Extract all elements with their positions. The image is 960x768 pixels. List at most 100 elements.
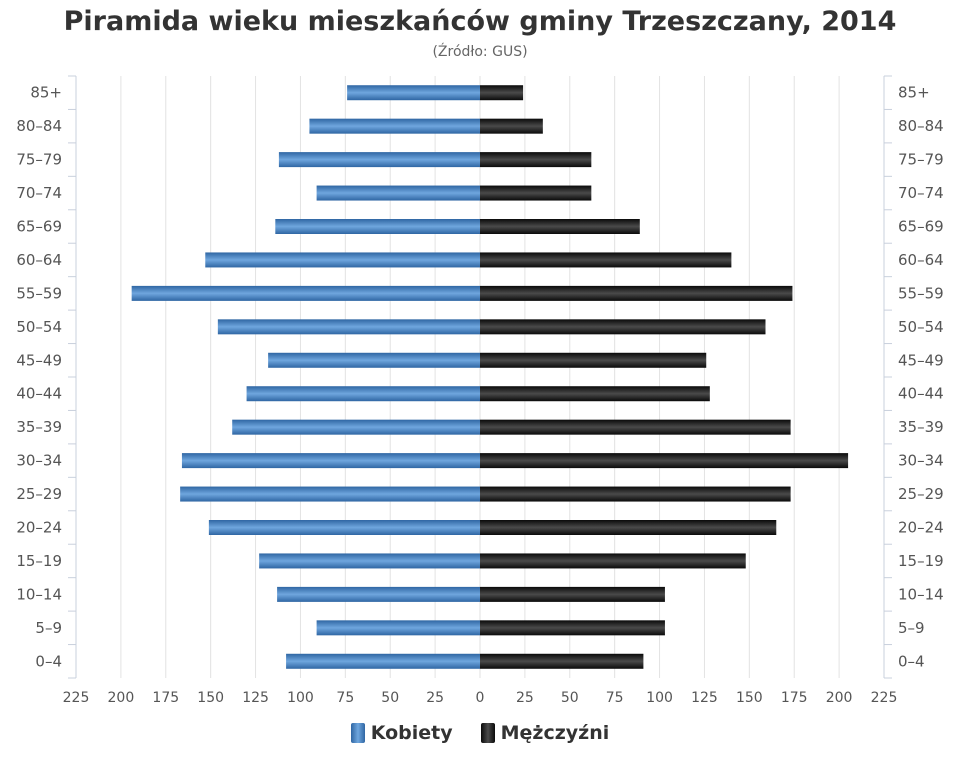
legend-label-men: Mężczyźni [500,722,610,744]
y-tick-label-right: 50–54 [898,318,944,336]
y-tick-label-right: 75–79 [898,151,944,169]
bar-women [286,653,480,669]
x-tick-label: 100 [287,690,314,706]
bar-men [480,352,707,368]
bar-women [277,586,480,602]
bar-women [180,486,481,502]
y-tick-label-right: 40–44 [898,385,944,403]
y-tick-label-right: 30–34 [898,452,944,470]
y-tick-label-left: 30–34 [16,452,62,470]
legend-item-women[interactable]: Kobiety [350,722,453,744]
bar-women [275,219,480,234]
bar-women [217,319,481,335]
y-tick-label-left: 5–9 [35,619,62,637]
bar-women [232,419,480,435]
y-tick-label-right: 5–9 [898,619,925,637]
x-tick-label: 125 [242,690,269,706]
bar-women [309,118,480,134]
y-tick-label-left: 45–49 [16,351,62,369]
y-tick-label-left: 60–64 [16,251,62,269]
axes [68,75,892,679]
bar-men [480,620,665,636]
x-tick-label: 50 [381,690,399,706]
y-tick-label-left: 20–24 [16,519,62,537]
bar-men [480,453,849,469]
x-tick-label: 100 [646,690,673,706]
bar-women [268,352,480,368]
bar-women [278,152,480,168]
chart-title: Piramida wieku mieszkańców gminy Trzeszc… [63,6,897,37]
legend-item-men[interactable]: Mężczyźni [480,722,610,744]
y-tick-label-left: 15–19 [16,552,62,570]
bar-men [480,85,524,101]
bar-men [480,419,791,435]
bar-men [480,553,746,569]
x-tick-label: 175 [781,690,808,706]
y-tick-label-right: 65–69 [898,218,944,236]
bar-men [480,486,791,502]
x-tick-label: 150 [197,690,224,706]
y-tick-label-left: 40–44 [16,385,62,403]
bar-women [181,453,480,469]
bar-women [246,386,480,402]
x-tick-label: 75 [336,690,354,706]
x-tick-label: 150 [736,690,763,706]
y-tick-label-right: 70–74 [898,184,944,202]
y-tick-label-right: 35–39 [898,418,944,436]
bar-men [480,386,710,402]
x-tick-label: 125 [691,690,718,706]
bars [131,85,849,669]
y-tick-label-left: 70–74 [16,184,62,202]
y-tick-label-right: 20–24 [898,519,944,537]
y-tick-label-left: 25–29 [16,485,62,503]
y-tick-label-left: 80–84 [16,117,62,135]
bar-men [480,152,592,168]
x-tick-label: 50 [561,690,579,706]
x-tick-label: 75 [606,690,624,706]
legend-swatch-women [350,723,365,743]
legend-swatch-men [480,723,495,743]
y-tick-label-right: 45–49 [898,351,944,369]
x-tick-label: 225 [871,690,898,706]
bar-men [480,252,732,268]
bar-men [480,285,793,301]
y-tick-label-right: 10–14 [898,585,944,603]
bar-men [480,520,777,535]
y-tick-label-right: 85+ [898,84,930,102]
x-tick-label: 200 [108,690,135,706]
x-tick-label: 0 [476,690,485,706]
legend-label-women: Kobiety [370,722,453,744]
y-tick-label-right: 60–64 [898,251,944,269]
y-tick-label-right: 0–4 [898,652,925,670]
bar-women [259,553,480,569]
y-tick-label-left: 65–69 [16,218,62,236]
x-tick-label: 225 [63,690,90,706]
bar-women [131,285,480,301]
bar-men [480,118,543,134]
bar-men [480,319,766,335]
chart-subtitle: (Źródło: GUS) [432,44,528,60]
y-tick-label-left: 35–39 [16,418,62,436]
bar-women [347,85,480,101]
y-tick-label-right: 55–59 [898,284,944,302]
y-tick-label-right: 80–84 [898,117,944,135]
bar-men [480,586,665,602]
y-tick-label-right: 15–19 [898,552,944,570]
bar-men [480,653,644,669]
bar-men [480,219,640,234]
y-tick-label-right: 25–29 [898,485,944,503]
x-tick-label: 200 [826,690,853,706]
bar-women [316,185,480,201]
axis-labels: 225 200 175 150 125 100 75 50 25 0 25 50 75 100 125 150… [16,84,943,706]
bar-women [208,520,481,535]
bar-women [205,252,480,268]
legend: Kobiety Mężczyźni [0,722,960,744]
x-tick-label: 25 [516,690,534,706]
y-tick-label-left: 10–14 [16,585,62,603]
bar-men [480,185,592,201]
x-tick-label: 25 [426,690,444,706]
y-tick-label-left: 75–79 [16,151,62,169]
y-tick-label-left: 55–59 [16,284,62,302]
y-tick-label-left: 85+ [30,84,62,102]
